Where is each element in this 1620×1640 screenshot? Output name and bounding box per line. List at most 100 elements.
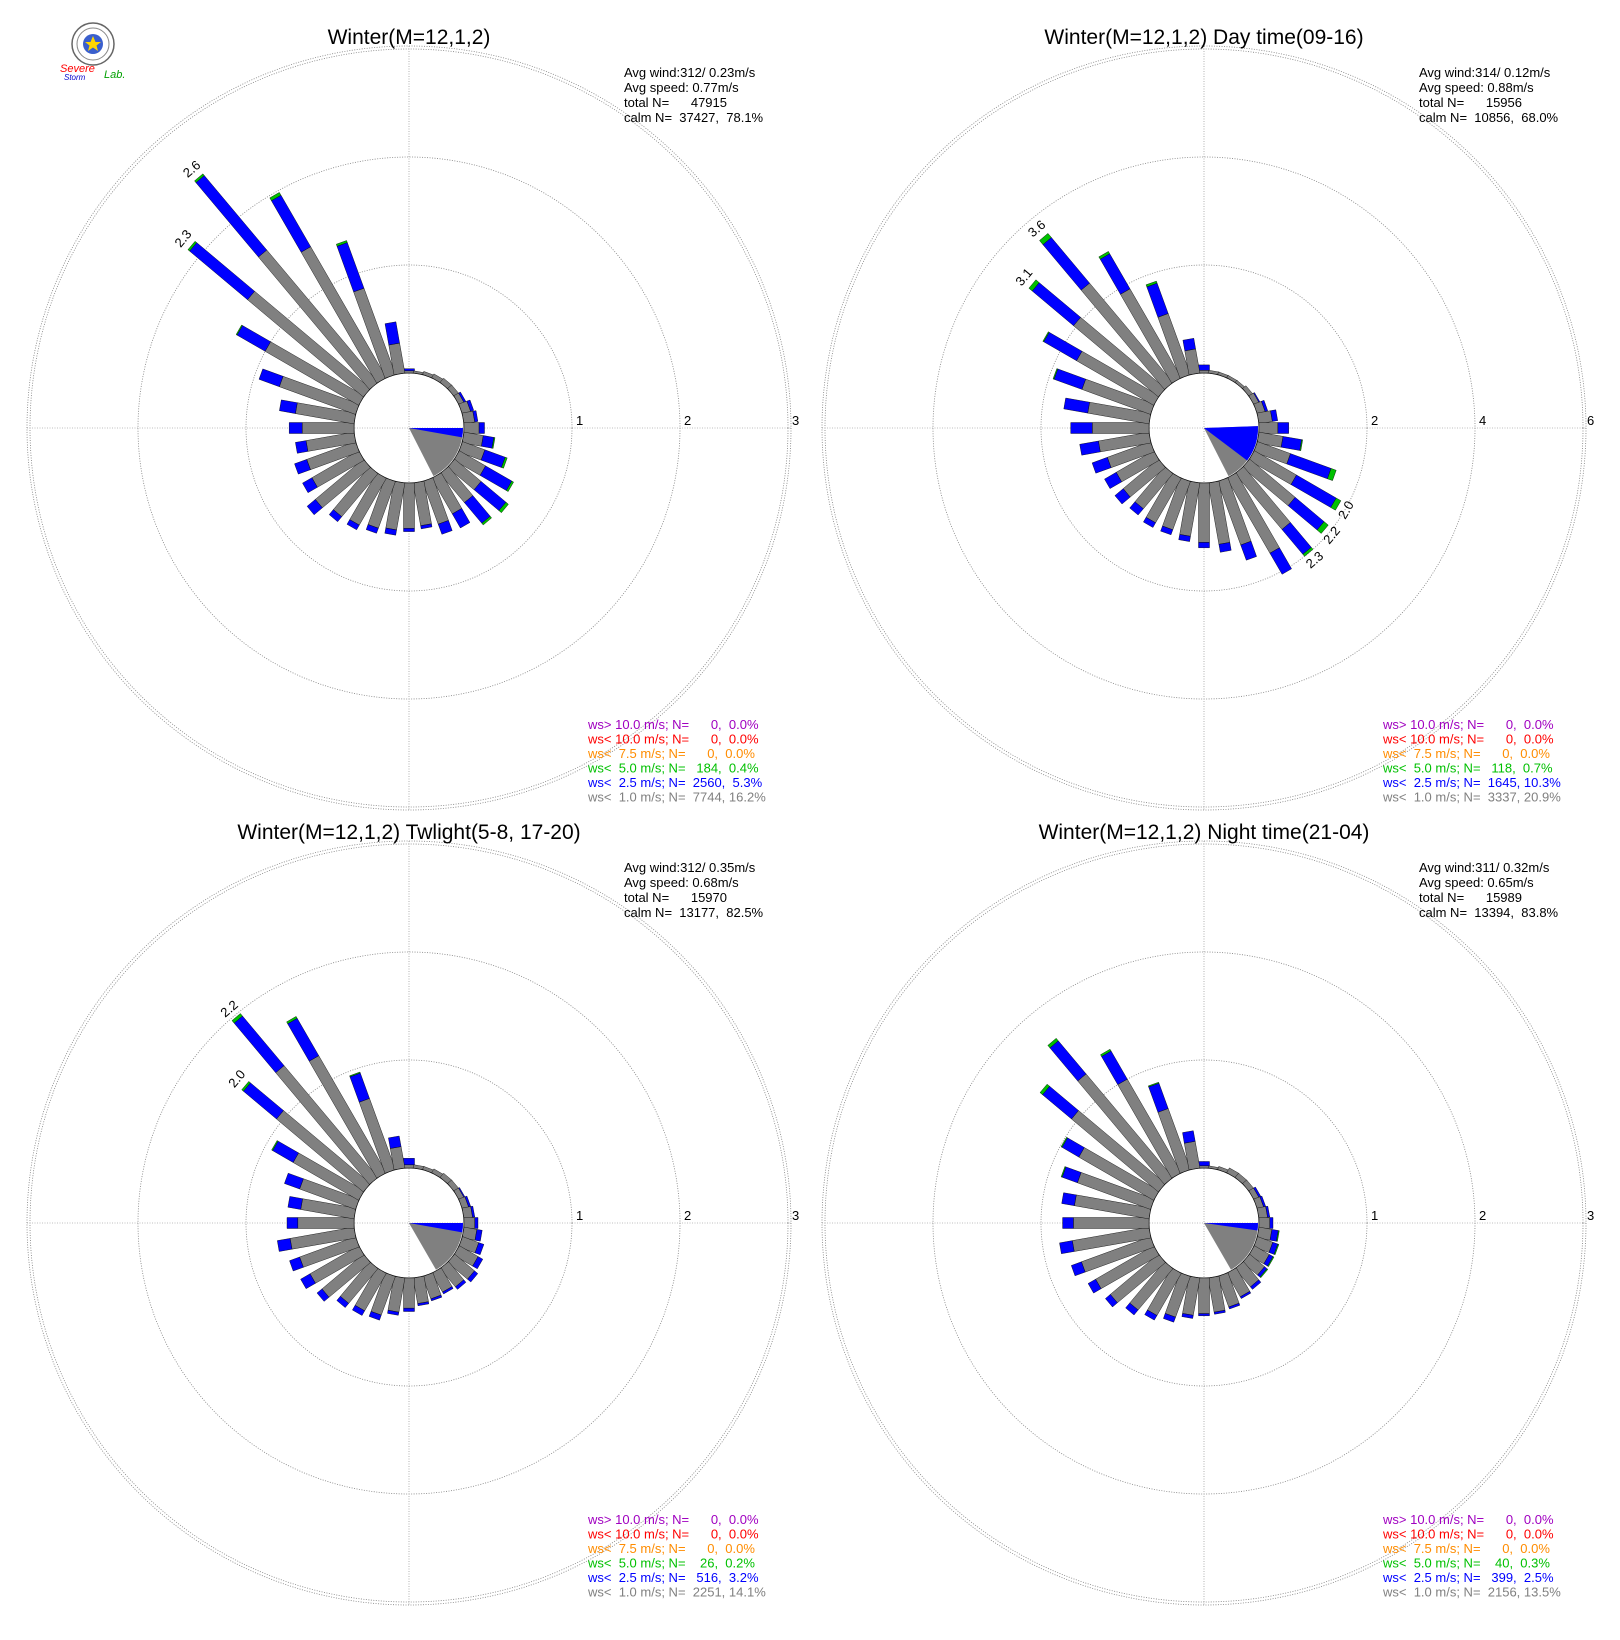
calm-wedge [1204,426,1259,477]
bar-segment [1114,488,1131,505]
bar-segment [1042,331,1050,343]
bar-segment [1160,525,1174,536]
bar-segment [1182,338,1196,352]
bar-segment [417,1301,430,1307]
bar-segment [302,477,318,493]
legend-entry: ws< 7.5 m/s; N= 0, 0.0% [1382,1541,1550,1556]
stats-line: total N= 15956 [1419,95,1522,110]
calm-wedge-gray [409,428,463,477]
bar-segment [1073,1217,1150,1229]
ring-label: 2 [684,413,691,428]
bar-segment [474,1242,485,1255]
bar-segment [368,1311,382,1321]
bar-segment [286,1217,298,1229]
panel-title: Winter(M=12,1,2) Day time(09-16) [1044,26,1363,49]
legend-entry: ws< 10.0 m/s; N= 0, 0.0% [587,1527,759,1542]
bar-segment [1267,1256,1275,1267]
bar-segment [1256,410,1273,425]
bar-segment [455,1279,467,1290]
bar-segment [336,1296,349,1308]
bar-segment [1163,1313,1176,1323]
bar-segment [384,527,397,536]
bar-segment [388,1135,402,1149]
stats-line: Avg wind:311/ 0.32m/s [1419,860,1550,875]
stats-line: calm N= 13177, 82.5% [624,905,764,920]
ring-label: 3 [792,1208,799,1223]
stats-line: total N= 15970 [624,890,727,905]
bar-segment [1125,1302,1139,1316]
legend-entry: ws< 2.5 m/s; N= 1645, 10.3% [1382,775,1561,790]
bar-segment [286,1016,298,1025]
bar-segment [1028,279,1040,292]
bar-segment [235,324,243,336]
bar-segment [1060,1166,1067,1178]
bar-segment [501,456,508,469]
legend-entry: ws< 7.5 m/s; N= 0, 0.0% [587,746,755,761]
ring-label: 3 [1587,1208,1594,1223]
stats-line: Avg wind:312/ 0.35m/s [624,860,756,875]
bar-segment [1143,517,1156,528]
bar-segment [289,1256,304,1272]
bar-segment [463,1217,475,1229]
bar-segment [194,173,205,183]
stats-line: total N= 15989 [1419,890,1522,905]
bar-segment [1269,1217,1274,1229]
calm-wedge-gray [1204,1223,1258,1270]
bar-segment [1218,542,1232,553]
bar-segment [295,440,309,454]
bar-segment [1079,440,1101,456]
calm-wedge [409,1223,463,1270]
bar-segment [481,515,492,526]
bar-segment [1250,1279,1262,1290]
ring-label: 2 [684,1208,691,1223]
bar-segment [187,241,197,252]
ring-label: 3 [792,413,799,428]
bar-segment [1302,547,1314,557]
bar-segment [241,1081,251,1092]
grid-circles [821,45,1587,811]
bar-segment [336,240,348,247]
bar-segment [437,520,453,535]
bar-segment [481,435,495,449]
bar-segment [1261,400,1268,412]
bar-segment [1198,1161,1210,1167]
bar-segment [1270,409,1278,422]
legend-entry: ws< 10.0 m/s; N= 0, 0.0% [1382,1527,1554,1542]
bar-segment [258,368,284,387]
bar-segment [472,1256,484,1270]
bar-segment [506,480,514,492]
sector-bars [187,173,514,536]
bar-segment [403,370,415,374]
bar-segment [1239,1291,1252,1299]
bar-segment [1148,1081,1160,1088]
bar-segment [1259,1268,1269,1279]
bar-segment [271,1140,279,1151]
bar-segment [1330,497,1342,511]
bar-segment [1240,540,1257,561]
bar-segment [284,1172,304,1190]
bar-segment [1062,1217,1074,1229]
legend-entry: ws< 10.0 m/s; N= 0, 0.0% [587,732,759,747]
ring-label: 4 [1479,413,1486,428]
bar-segment [1258,422,1279,434]
bar-segment [1070,422,1093,434]
bar-segment [472,410,479,423]
legend-entry: ws< 5.0 m/s; N= 184, 0.4% [587,761,759,776]
legend-entry: ws> 10.0 m/s; N= 0, 0.0% [587,717,759,732]
bar-segment [1276,1230,1280,1242]
bar-segment [403,1158,415,1166]
bar-segment [1182,1130,1196,1144]
bar-segment [1198,364,1210,371]
bar-segment [1092,422,1150,434]
logo-text-storm: Storm [64,73,86,82]
bar-segment [1228,1302,1241,1310]
bar-segment [470,1205,476,1218]
outer-ring [26,45,792,811]
bar-segment [1144,1309,1158,1321]
bar-segment [442,1286,454,1295]
legend-entry: ws< 1.0 m/s; N= 2156, 13.5% [1382,1585,1561,1600]
